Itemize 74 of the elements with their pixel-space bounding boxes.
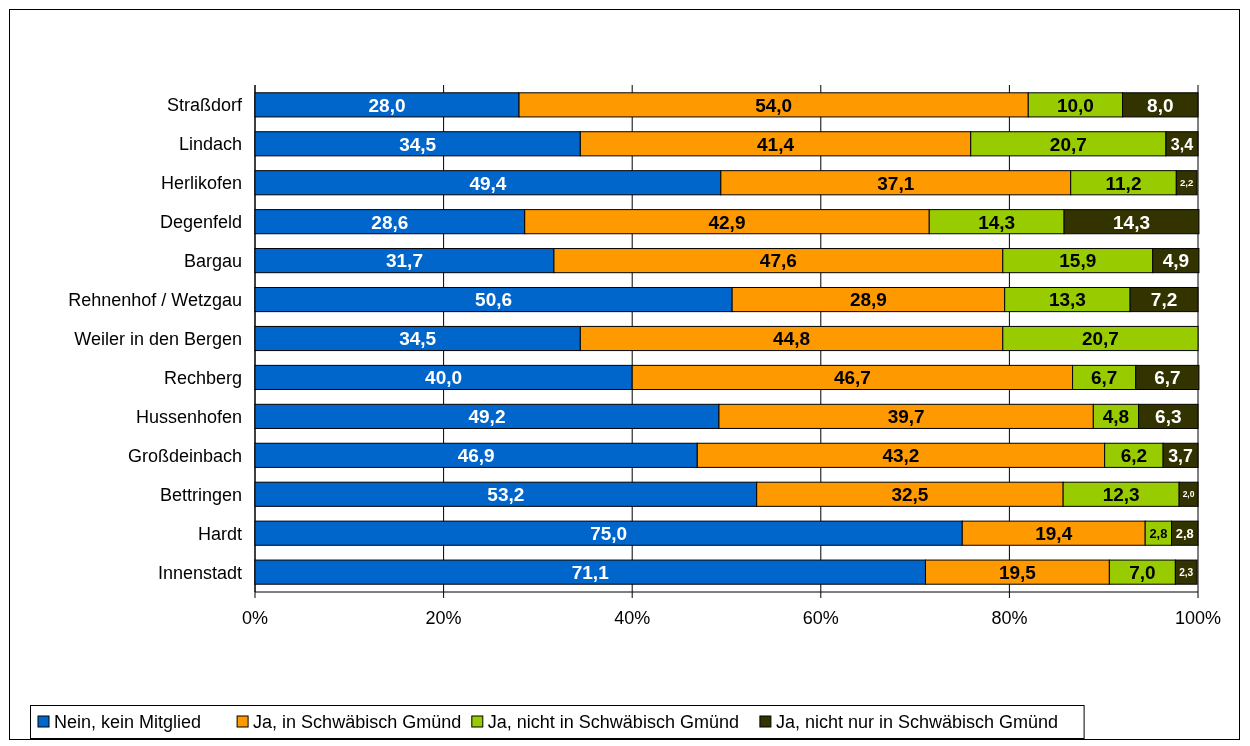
data-label: 71,1 <box>571 561 610 583</box>
data-label: 28,0 <box>368 94 406 116</box>
data-label: 2,0 <box>1182 489 1195 500</box>
data-label: 19,5 <box>998 561 1037 583</box>
data-label: 46,7 <box>833 367 871 389</box>
data-label: 40,0 <box>425 367 463 389</box>
data-label: 15,9 <box>1059 250 1097 272</box>
legend-label: Nein, kein Mitglied <box>54 712 202 733</box>
legend-label: Ja, in Schwäbisch Gmünd <box>253 712 462 733</box>
data-label: 2,2 <box>1180 177 1194 189</box>
x-tick-label: 0% <box>241 608 269 628</box>
data-label: 34,5 <box>399 133 437 155</box>
data-label: 75,0 <box>590 523 628 545</box>
data-label: 8,0 <box>1147 94 1174 116</box>
x-tick-label: 60% <box>802 608 839 628</box>
data-label: 44,8 <box>773 328 811 350</box>
y-tick-label: Rechberg <box>163 367 242 388</box>
data-label: 39,7 <box>887 406 925 428</box>
data-label: 49,4 <box>469 172 507 194</box>
data-label: 2,8 <box>1175 525 1194 541</box>
y-tick-label: Degenfeld <box>159 212 242 233</box>
data-label: 20,7 <box>1049 133 1087 155</box>
data-label: 13,3 <box>1048 289 1086 311</box>
data-label: 14,3 <box>1113 211 1151 233</box>
data-label: 6,7 <box>1090 367 1118 389</box>
data-label: 53,2 <box>487 484 525 506</box>
data-label: 49,2 <box>468 406 506 428</box>
data-label: 7,2 <box>1150 289 1178 311</box>
legend-label: Ja, nicht in Schwäbisch Gmünd <box>487 712 739 733</box>
y-tick-label: Herlikofen <box>160 173 242 194</box>
y-tick-label: Rehnenhof / Wetzgau <box>68 290 242 311</box>
y-tick-label: Großdeinbach <box>127 445 242 466</box>
x-tick-label: 40% <box>614 608 651 628</box>
data-label: 19,4 <box>1035 523 1073 545</box>
data-label: 54,0 <box>755 94 793 116</box>
data-label: 6,3 <box>1155 406 1182 428</box>
data-label: 10,0 <box>1056 94 1094 116</box>
data-label: 46,9 <box>457 445 495 467</box>
data-label: 11,2 <box>1105 172 1142 194</box>
x-tick-label: 80% <box>991 608 1028 628</box>
data-label: 7,0 <box>1129 561 1156 583</box>
data-label: 3,4 <box>1170 134 1194 153</box>
data-label: 12,3 <box>1102 484 1140 506</box>
data-label: 50,6 <box>475 289 513 311</box>
y-tick-label: Weiler in den Bergen <box>74 328 242 349</box>
y-tick-label: Bettringen <box>159 484 242 505</box>
y-tick-label: Straßdorf <box>166 95 243 116</box>
y-tick-label: Lindach <box>178 134 242 155</box>
data-label: 43,2 <box>882 445 920 467</box>
data-label: 32,5 <box>891 484 929 506</box>
data-label: 28,9 <box>849 289 887 311</box>
data-label: 31,7 <box>385 250 423 272</box>
data-label: 37,1 <box>877 172 915 194</box>
y-tick-label: Hussenhofen <box>135 406 242 427</box>
data-label: 3,7 <box>1168 445 1194 466</box>
data-label: 4,8 <box>1102 406 1130 428</box>
data-label: 4,9 <box>1162 250 1190 272</box>
legend-label: Ja, nicht nur in Schwäbisch Gmünd <box>775 712 1059 733</box>
y-tick-label: Hardt <box>197 523 242 544</box>
x-tick-label: 20% <box>425 608 462 628</box>
data-label: 28,6 <box>371 211 409 233</box>
data-label: 2,3 <box>1179 566 1194 578</box>
data-label: 6,2 <box>1120 445 1148 467</box>
data-label: 34,5 <box>399 328 437 350</box>
y-tick-label: Innenstadt <box>157 562 242 583</box>
data-label: 14,3 <box>978 211 1016 233</box>
x-tick-label: 100% <box>1174 608 1222 628</box>
data-label: 6,7 <box>1154 367 1181 389</box>
data-label: 42,9 <box>708 211 746 233</box>
y-tick-label: Bargau <box>183 251 242 272</box>
data-label: 41,4 <box>757 133 795 155</box>
data-label: 20,7 <box>1081 328 1119 350</box>
data-label: 47,6 <box>759 250 797 272</box>
data-label: 2,8 <box>1149 525 1168 541</box>
